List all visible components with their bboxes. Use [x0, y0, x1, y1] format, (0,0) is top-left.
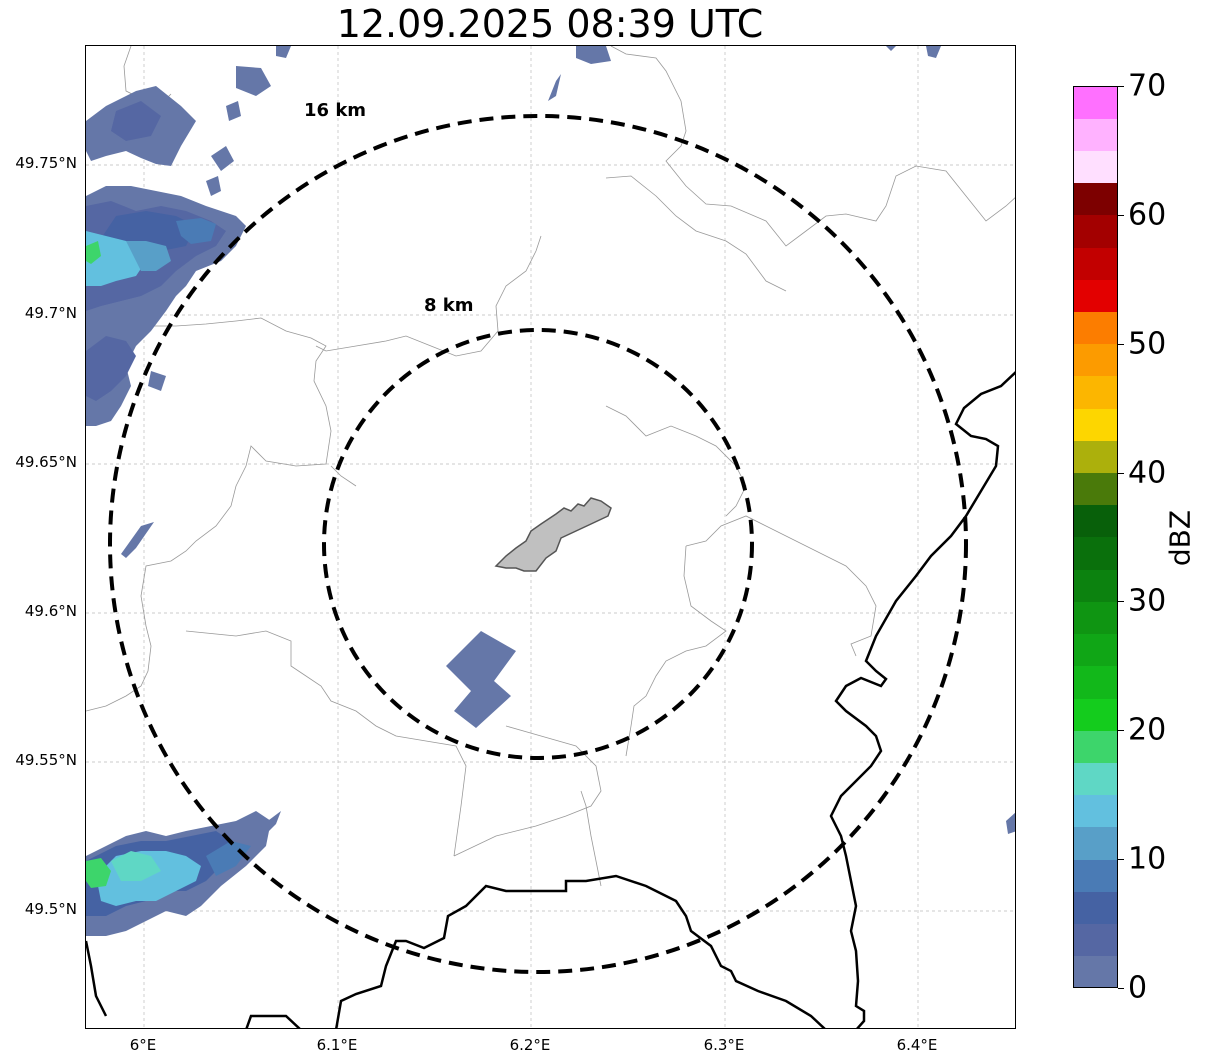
echo-cluster-northwest: [86, 46, 291, 426]
colorbar-segment: [1073, 343, 1118, 377]
colorbar-tick-label: 50: [1128, 326, 1167, 362]
colorbar-segment: [1073, 214, 1118, 248]
lon-tick-label: 6.1°E: [316, 1036, 358, 1054]
echo-cell-south: [446, 631, 516, 728]
colorbar-segment: [1073, 955, 1118, 989]
colorbar-tick-label: 40: [1128, 455, 1167, 491]
colorbar-tick-label: 10: [1128, 841, 1167, 877]
colorbar-segment: [1073, 311, 1118, 345]
lat-tick-label: 49.75°N: [15, 154, 77, 172]
colorbar-tick-label: 30: [1128, 583, 1167, 619]
radar-echoes: [86, 46, 1015, 936]
national-borders: [86, 371, 1015, 1028]
lat-tick-label: 49.7°N: [24, 304, 77, 322]
lat-tick-label: 49.5°N: [24, 900, 77, 918]
colorbar-segment: [1073, 86, 1118, 119]
ring-label-8km: 8 km: [424, 295, 474, 316]
colorbar-segment: [1073, 794, 1118, 828]
colorbar-segment: [1073, 408, 1118, 441]
colorbar-segment: [1073, 150, 1118, 184]
ring-label-16km: 16 km: [304, 100, 366, 121]
range-ring-16km: [108, 114, 968, 974]
colorbar-segment: [1073, 891, 1118, 925]
map-canvas: 16 km 8 km: [86, 46, 1015, 1028]
lon-tick-label: 6.2°E: [509, 1036, 551, 1054]
colorbar-segment: [1073, 182, 1118, 216]
colorbar-segment: [1073, 698, 1118, 731]
colorbar-tick-mark: [1118, 86, 1124, 87]
colorbar-tick-label: 60: [1128, 197, 1167, 233]
lon-tick-label: 6°E: [129, 1036, 157, 1054]
lon-tick-label: 6.4°E: [896, 1036, 938, 1054]
colorbar-tick-mark: [1118, 343, 1124, 345]
colorbar-segment: [1073, 247, 1118, 280]
colorbar-segment: [1073, 440, 1118, 474]
map-title: 12.09.2025 08:39 UTC: [336, 2, 764, 46]
colorbar-segment: [1073, 826, 1118, 860]
colorbar-tick-label: 0: [1128, 970, 1148, 1006]
colorbar-segment: [1073, 504, 1118, 538]
colorbar-segment: [1073, 118, 1118, 151]
lat-tick-label: 49.65°N: [15, 453, 77, 471]
colorbar-tick-mark: [1118, 859, 1124, 861]
colorbar-tick-label: 70: [1128, 68, 1167, 104]
colorbar-segment: [1073, 537, 1118, 570]
colorbar-segment: [1073, 730, 1118, 763]
city-outline: [494, 497, 612, 572]
radar-map[interactable]: 16 km 8 km: [85, 45, 1016, 1029]
gridlines: [86, 46, 1015, 1028]
range-ring-8km: [322, 328, 754, 760]
lat-tick-label: 49.55°N: [15, 751, 77, 769]
colorbar-tick-mark: [1118, 472, 1124, 474]
colorbar-segment: [1073, 375, 1118, 409]
colorbar-segment: [1073, 601, 1118, 635]
colorbar-segment: [1073, 569, 1118, 602]
colorbar-tick-mark: [1118, 214, 1124, 216]
colorbar-segment: [1073, 859, 1118, 892]
colorbar-segment: [1073, 665, 1118, 699]
colorbar-label: dBZ: [1163, 509, 1197, 567]
colorbar-tick-mark: [1118, 988, 1124, 989]
colorbar: [1073, 86, 1118, 989]
lat-tick-label: 49.6°N: [24, 602, 77, 620]
colorbar-segment: [1073, 923, 1118, 957]
echo-cluster-southwest: [86, 811, 281, 936]
colorbar-segment: [1073, 472, 1118, 506]
colorbar-segment: [1073, 633, 1118, 667]
admin-boundaries: [86, 46, 1015, 887]
colorbar-segment: [1073, 279, 1118, 312]
colorbar-tick-mark: [1118, 730, 1124, 732]
colorbar-tick-mark: [1118, 601, 1124, 603]
echo-specks-north: [121, 46, 1015, 834]
colorbar-segment: [1073, 762, 1118, 796]
colorbar-border: [1073, 86, 1118, 988]
lon-tick-label: 6.3°E: [703, 1036, 745, 1054]
colorbar-tick-label: 20: [1128, 712, 1167, 748]
range-rings: [108, 114, 968, 974]
